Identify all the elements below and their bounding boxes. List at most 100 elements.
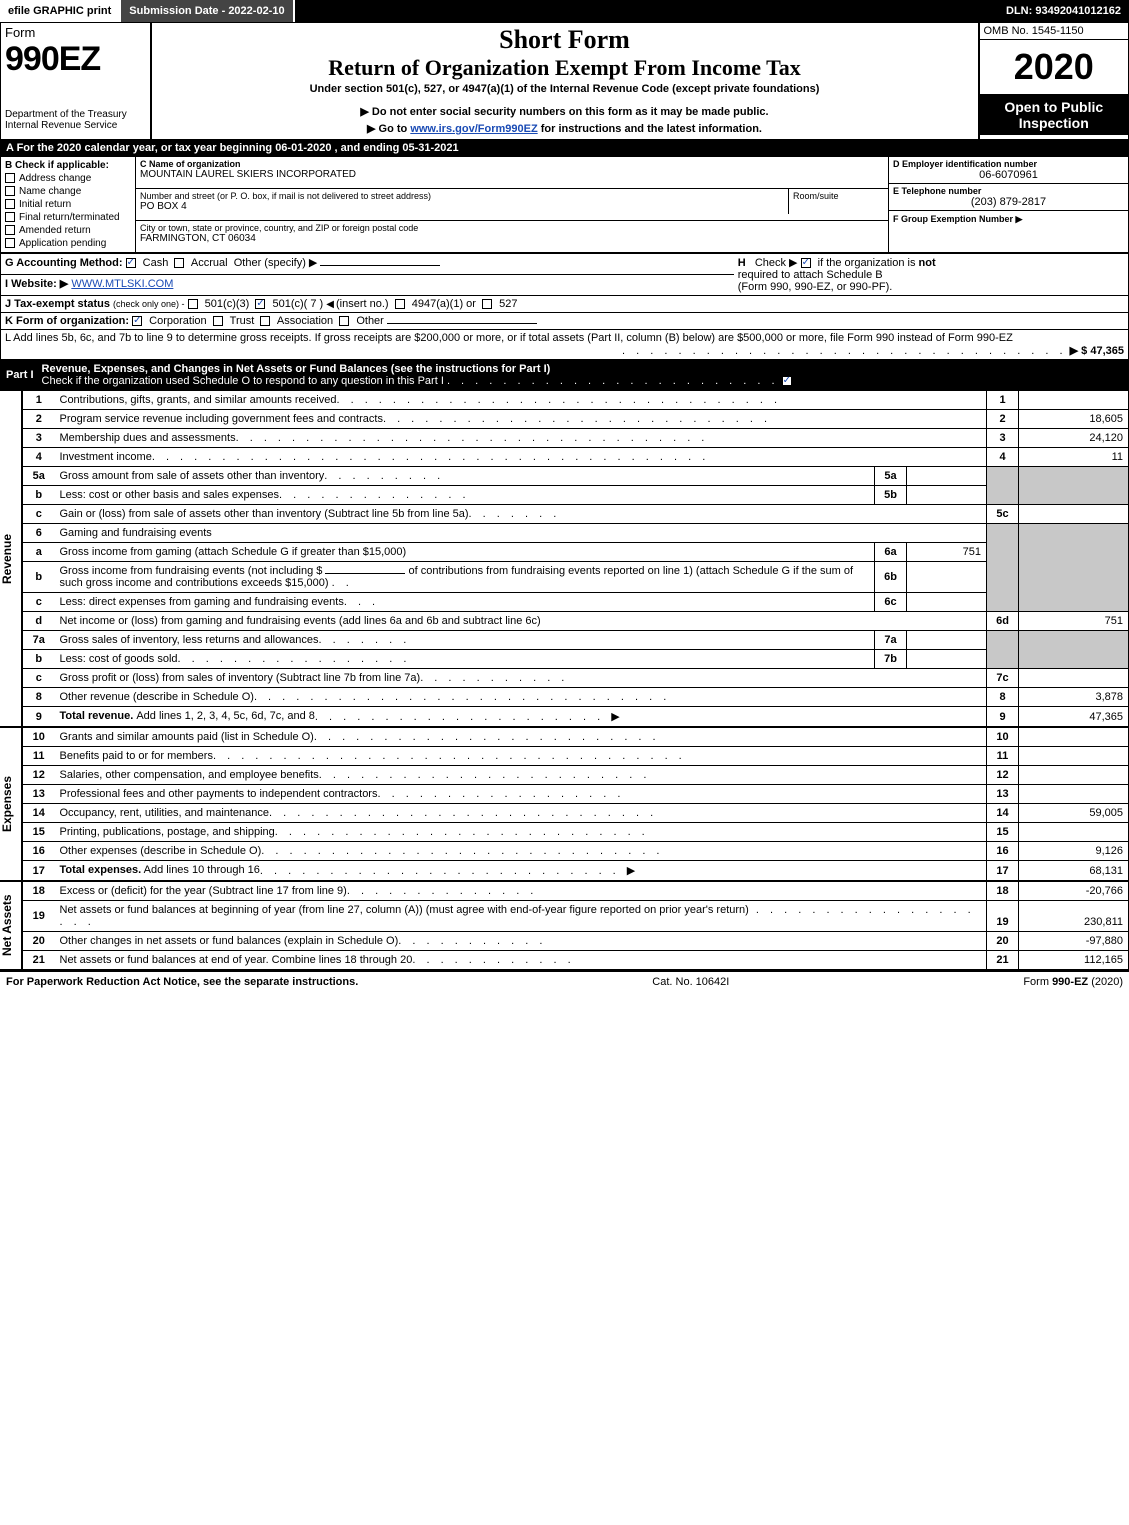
other-specify-input[interactable] bbox=[320, 265, 440, 266]
chk-amended-return[interactable]: Amended return bbox=[5, 224, 131, 237]
h-label: H bbox=[738, 257, 746, 269]
line-15-rn: 15 bbox=[987, 823, 1019, 842]
h-text2: if the organization is bbox=[818, 257, 916, 269]
line-20-desc: Other changes in net assets or fund bala… bbox=[60, 935, 399, 947]
line-6: 6 Gaming and fundraising events bbox=[23, 524, 1129, 543]
part-1-title: Revenue, Expenses, and Changes in Net As… bbox=[42, 363, 1123, 375]
line-4-rn: 4 bbox=[987, 448, 1019, 467]
goto-post: for instructions and the latest informat… bbox=[538, 123, 762, 135]
chk-527[interactable] bbox=[482, 299, 492, 309]
street-label: Number and street (or P. O. box, if mail… bbox=[140, 191, 784, 201]
website-link[interactable]: WWW.MTLSKI.COM bbox=[71, 278, 173, 290]
line-5ab-shade-val bbox=[1019, 467, 1129, 505]
line-6c: c Less: direct expenses from gaming and … bbox=[23, 593, 1129, 612]
chk-cash[interactable] bbox=[126, 258, 136, 268]
line-15: 15 Printing, publications, postage, and … bbox=[23, 823, 1129, 842]
line-7c-rv bbox=[1019, 669, 1129, 688]
line-6c-sv bbox=[907, 593, 987, 612]
l-text: L Add lines 5b, 6c, and 7b to line 9 to … bbox=[5, 332, 1013, 344]
line-19-num: 19 bbox=[23, 901, 55, 932]
line-14-desc: Occupancy, rent, utilities, and maintena… bbox=[60, 807, 270, 819]
line-7c: c Gross profit or (loss) from sales of i… bbox=[23, 669, 1129, 688]
line-18-rv: -20,766 bbox=[1019, 882, 1129, 901]
line-6abc-shade-num bbox=[987, 524, 1019, 612]
line-6c-num: c bbox=[23, 593, 55, 612]
c-name-label: C Name of organization bbox=[140, 159, 884, 169]
line-7a-desc: Gross sales of inventory, less returns a… bbox=[60, 634, 319, 646]
chk-other-org[interactable] bbox=[339, 316, 349, 326]
efile-label: efile GRAPHIC print bbox=[0, 0, 121, 22]
chk-accrual[interactable] bbox=[174, 258, 184, 268]
chk-association[interactable] bbox=[260, 316, 270, 326]
other-org-input[interactable] bbox=[387, 323, 537, 324]
line-1-num: 1 bbox=[23, 391, 55, 410]
chk-trust[interactable] bbox=[213, 316, 223, 326]
goto-link[interactable]: www.irs.gov/Form990EZ bbox=[410, 123, 537, 135]
line-4-rv: 11 bbox=[1019, 448, 1129, 467]
line-18-desc: Excess or (deficit) for the year (Subtra… bbox=[60, 885, 347, 897]
line-2-desc: Program service revenue including govern… bbox=[60, 413, 383, 425]
line-5a: 5a Gross amount from sale of assets othe… bbox=[23, 467, 1129, 486]
line-6c-sn: 6c bbox=[875, 593, 907, 612]
line-18-rn: 18 bbox=[987, 882, 1019, 901]
street-value: PO BOX 4 bbox=[140, 201, 784, 212]
line-6b: b Gross income from fundraising events (… bbox=[23, 562, 1129, 593]
chk-name-change[interactable]: Name change bbox=[5, 185, 131, 198]
part-1-label: Part I bbox=[6, 369, 42, 381]
org-name: MOUNTAIN LAUREL SKIERS INCORPORATED bbox=[140, 169, 884, 180]
chk-schedule-b-not-required[interactable] bbox=[801, 258, 811, 268]
line-14-rn: 14 bbox=[987, 804, 1019, 823]
line-6d-desc: Net income or (loss) from gaming and fun… bbox=[60, 615, 541, 627]
line-13-rn: 13 bbox=[987, 785, 1019, 804]
chk-initial-return[interactable]: Initial return bbox=[5, 198, 131, 211]
chk-final-return[interactable]: Final return/terminated bbox=[5, 211, 131, 224]
line-7b-desc: Less: cost of goods sold bbox=[60, 653, 178, 665]
col-b-label: B Check if applicable: bbox=[5, 159, 131, 172]
line-13-rv bbox=[1019, 785, 1129, 804]
line-7b: b Less: cost of goods sold . . . . . . .… bbox=[23, 650, 1129, 669]
chk-501c[interactable] bbox=[255, 299, 265, 309]
accrual-label: Accrual bbox=[191, 257, 228, 269]
line-3-num: 3 bbox=[23, 429, 55, 448]
line-5b: b Less: cost or other basis and sales ex… bbox=[23, 486, 1129, 505]
line-17-num: 17 bbox=[23, 861, 55, 881]
h-text3: required to attach Schedule B bbox=[738, 269, 883, 281]
chk-501c3[interactable] bbox=[188, 299, 198, 309]
line-15-rv bbox=[1019, 823, 1129, 842]
line-5c-num: c bbox=[23, 505, 55, 524]
line-7b-num: b bbox=[23, 650, 55, 669]
line-14-rv: 59,005 bbox=[1019, 804, 1129, 823]
part-1-checkline: Check if the organization used Schedule … bbox=[42, 375, 444, 387]
line-10-rn: 10 bbox=[987, 728, 1019, 747]
line-16: 16 Other expenses (describe in Schedule … bbox=[23, 842, 1129, 861]
line-3-rv: 24,120 bbox=[1019, 429, 1129, 448]
line-9-rv: 47,365 bbox=[1019, 707, 1129, 727]
line-1-rn: 1 bbox=[987, 391, 1019, 410]
chk-address-change[interactable]: Address change bbox=[5, 172, 131, 185]
line-5b-sv bbox=[907, 486, 987, 505]
chk-4947[interactable] bbox=[395, 299, 405, 309]
line-2: 2 Program service revenue including gove… bbox=[23, 410, 1129, 429]
chk-corporation[interactable] bbox=[132, 316, 142, 326]
chk-schedule-o-used[interactable] bbox=[782, 376, 792, 386]
g-label: G Accounting Method: bbox=[5, 257, 123, 269]
line-4-num: 4 bbox=[23, 448, 55, 467]
line-13-desc: Professional fees and other payments to … bbox=[60, 788, 378, 800]
insert-no: (insert no.) bbox=[336, 298, 389, 310]
line-12-rn: 12 bbox=[987, 766, 1019, 785]
line-5b-num: b bbox=[23, 486, 55, 505]
line-6b-blank[interactable] bbox=[325, 573, 405, 574]
subtitle-ssn: ▶ Do not enter social security numbers o… bbox=[156, 103, 974, 120]
other-specify: Other (specify) ▶ bbox=[234, 257, 318, 269]
line-5c: c Gain or (loss) from sale of assets oth… bbox=[23, 505, 1129, 524]
line-2-rn: 2 bbox=[987, 410, 1019, 429]
line-5c-desc: Gain or (loss) from sale of assets other… bbox=[60, 508, 469, 520]
line-6d: d Net income or (loss) from gaming and f… bbox=[23, 612, 1129, 631]
line-3-desc: Membership dues and assessments bbox=[60, 432, 236, 444]
form-number: 990EZ bbox=[5, 40, 146, 79]
line-4: 4 Investment income . . . . . . . . . . … bbox=[23, 448, 1129, 467]
line-9-rn: 9 bbox=[987, 707, 1019, 727]
line-11-desc: Benefits paid to or for members bbox=[60, 750, 213, 762]
line-9-desc: Add lines 1, 2, 3, 4, 5c, 6d, 7c, and 8 bbox=[136, 710, 315, 722]
chk-application-pending[interactable]: Application pending bbox=[5, 237, 131, 250]
